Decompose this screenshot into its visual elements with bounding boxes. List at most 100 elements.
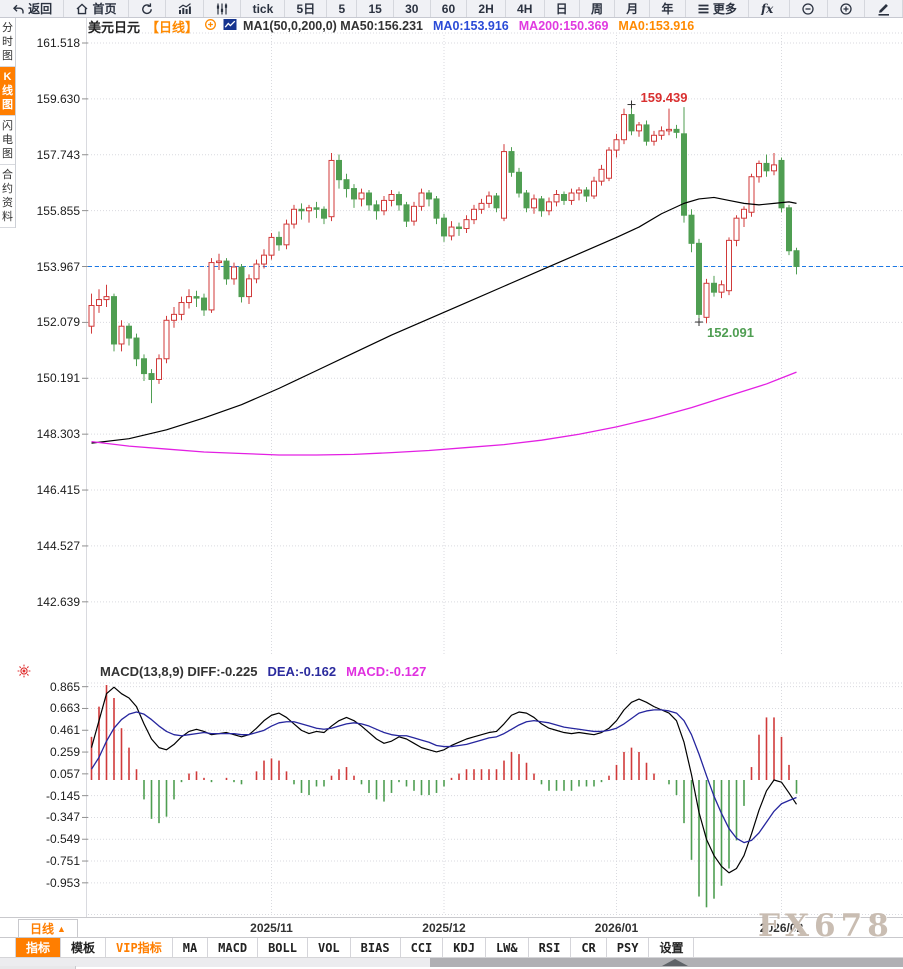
toolbar-button-label: 4H <box>517 1 533 16</box>
tab-PSY[interactable]: PSY <box>607 938 650 957</box>
zoom-in-button[interactable] <box>828 0 865 17</box>
toolbar-button-label: 2H <box>478 1 494 16</box>
interval-5d-button[interactable]: 5日 <box>285 0 328 17</box>
tab-CCI[interactable]: CCI <box>401 938 444 957</box>
pencil-icon <box>876 1 891 16</box>
price-axis-label: 150.191 <box>36 371 80 386</box>
indicator-fx-button[interactable]: fx <box>749 0 791 17</box>
horizontal-scrollbar[interactable] <box>0 957 903 967</box>
add-indicator-icon[interactable] <box>204 18 217 34</box>
tab-BIAS[interactable]: BIAS <box>351 938 401 957</box>
macd-axis-label: 0.663 <box>49 701 80 716</box>
sidebar-item-kline-chart[interactable]: K线图 <box>0 67 15 116</box>
low-price-annotation: 152.091 <box>707 325 754 341</box>
price-axis-label: 148.303 <box>36 427 80 442</box>
price-axis-label: 153.967 <box>36 259 80 274</box>
back-button[interactable]: 返回 <box>0 0 65 17</box>
toolbar-button-label: 30 <box>405 1 419 16</box>
macd-axis-label: 0.259 <box>49 745 80 760</box>
scrollbar-corner <box>0 966 76 969</box>
toolbar-button-label: 15 <box>368 1 382 16</box>
toolbar-button-label: 周 <box>590 2 603 16</box>
macd-header-part-2: MACD:-0.127 <box>346 664 427 679</box>
indicator-settings-icon[interactable] <box>16 663 32 684</box>
period-selector-label: 日线 <box>30 922 55 936</box>
interval-tick-button[interactable]: tick <box>241 0 286 17</box>
toolbar-button-label: 月 <box>626 2 639 16</box>
interval-day-button[interactable]: 日 <box>545 0 580 17</box>
macd-axis-label: -0.145 <box>45 788 80 803</box>
draw-button[interactable] <box>865 0 903 17</box>
refresh-icon <box>140 2 154 16</box>
chart-header: 美元日元 【日线】 MA1(50,0,200,0) MA50:156.231 MA… <box>88 18 695 35</box>
toolbar-button-label: tick <box>252 1 274 16</box>
macd-axis-label: -0.953 <box>45 875 80 890</box>
interval-5m-button[interactable]: 5 <box>327 0 358 17</box>
x-axis-label: 2026/01 <box>594 921 639 935</box>
fx-icon: fx <box>760 2 778 15</box>
sidebar-item-time-chart[interactable]: 分时图 <box>0 18 15 67</box>
plot-left-border <box>86 18 87 937</box>
tab-LW&[interactable]: LW& <box>486 938 529 957</box>
toolbar-button-label: 年 <box>661 2 674 16</box>
macd-header: MACD(13,8,9) DIFF:-0.225 DEA:-0.162 MACD:-… <box>100 664 426 679</box>
ma-value-0: MA1(50,0,200,0) MA50:156.231 <box>243 19 423 33</box>
triangle-up-icon: ▲ <box>57 923 66 934</box>
more-button[interactable]: 更多 <box>686 0 749 17</box>
zoom-in-icon <box>839 2 853 16</box>
date-axis-row: 日线 ▲ 2025/11 2025/12 2026/01 2026/02 <box>0 917 903 938</box>
interval-year-button[interactable]: 年 <box>650 0 686 17</box>
price-axis-label: 142.639 <box>36 594 80 609</box>
tab-VOL[interactable]: VOL <box>308 938 351 957</box>
price-axis-label: 159.630 <box>36 91 80 106</box>
chart-type-sidebar: 分时图 K线图 闪电图 合约资料 <box>0 18 16 228</box>
refresh-button[interactable] <box>129 0 166 17</box>
toolbar-button-label: 返回 <box>28 2 53 16</box>
price-axis-label: 152.079 <box>36 315 80 330</box>
tab-RSI[interactable]: RSI <box>529 938 572 957</box>
macd-axis-label: 0.461 <box>49 723 80 738</box>
price-axis-label: 146.415 <box>36 483 80 498</box>
toolbar-button-label: 60 <box>441 1 456 16</box>
macd-axis-label: 0.865 <box>49 679 80 694</box>
symbol-name: 美元日元 <box>88 19 141 35</box>
tab-MACD[interactable]: MACD <box>208 938 259 957</box>
tab-指标[interactable]: 指标 <box>16 938 62 957</box>
interval-month-button[interactable]: 月 <box>615 0 651 17</box>
interval-2h-button[interactable]: 2H <box>467 0 506 17</box>
period-selector[interactable]: 日线 ▲ <box>18 919 78 938</box>
interval-30m-button[interactable]: 30 <box>394 0 431 17</box>
interval-60m-button[interactable]: 60 <box>431 0 468 17</box>
indicator-settings-button[interactable] <box>204 0 242 17</box>
tab-VIP指标[interactable]: VIP指标 <box>106 938 173 957</box>
macd-axis-label: 0.057 <box>49 766 80 781</box>
tab-CR[interactable]: CR <box>571 938 607 957</box>
home-button[interactable]: 首页 <box>64 0 129 17</box>
ma-value-1: MA0:153.916 <box>433 19 509 33</box>
macd-header-part-0: MACD(13,8,9) DIFF:-0.225 <box>100 664 258 679</box>
tab-KDJ[interactable]: KDJ <box>443 938 486 957</box>
interval-week-button[interactable]: 周 <box>580 0 616 17</box>
toolbar-button-label: 更多 <box>712 2 737 16</box>
interval-15m-button[interactable]: 15 <box>357 0 394 17</box>
home-icon <box>75 2 89 16</box>
sidebar-item-contract-info[interactable]: 合约资料 <box>0 165 15 228</box>
period-label: 【日线】 <box>146 19 199 35</box>
tab-设置[interactable]: 设置 <box>649 938 695 957</box>
price-axis-label: 144.527 <box>36 538 80 553</box>
price-axis-label: 157.743 <box>36 147 80 162</box>
scrollbar-thumb[interactable] <box>430 958 903 967</box>
zoom-out-button[interactable] <box>790 0 828 17</box>
tab-row-filler <box>694 938 903 957</box>
tab-模板[interactable]: 模板 <box>61 938 107 957</box>
tab-MA[interactable]: MA <box>173 938 209 957</box>
toolbar-button-label: 5日 <box>296 2 316 16</box>
interval-4h-button[interactable]: 4H <box>506 0 545 17</box>
ma-value-3: MA0:153.916 <box>618 19 695 33</box>
sliders-icon <box>215 2 229 16</box>
sidebar-item-lightning-chart[interactable]: 闪电图 <box>0 116 15 165</box>
chart-style-button[interactable] <box>166 0 205 17</box>
tab-BOLL[interactable]: BOLL <box>258 938 308 957</box>
